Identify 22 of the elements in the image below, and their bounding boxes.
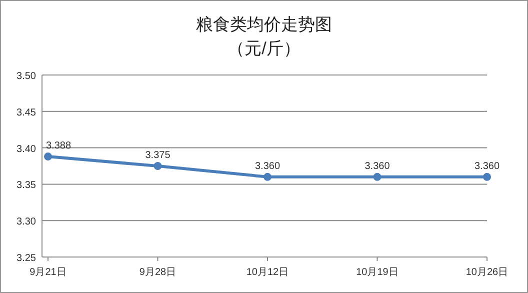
- chart-subtitle: （元/斤）: [228, 39, 300, 58]
- x-tick-label: 9月21日: [30, 267, 66, 278]
- x-tick-label: 9月28日: [139, 267, 176, 278]
- x-tick-label: 10月12日: [246, 267, 289, 278]
- point: [44, 152, 52, 161]
- y-tick-label: 3.50: [16, 71, 36, 82]
- chart-title: 粮食类均价走势图: [196, 15, 332, 34]
- point: [264, 172, 272, 181]
- y-tick-label: 3.30: [16, 216, 36, 228]
- y-tick-label: 3.40: [16, 144, 36, 155]
- y-tick-label: 3.45: [16, 107, 36, 118]
- data-label: 3.360: [474, 160, 500, 172]
- data-label: 3.360: [364, 160, 390, 172]
- y-tick-label: 3.35: [16, 180, 36, 192]
- x-tick-label: 10月19日: [356, 267, 398, 278]
- point: [483, 172, 491, 181]
- point: [373, 172, 382, 181]
- data-label: 3.360: [254, 160, 280, 172]
- point: [154, 162, 162, 170]
- data-label: 3.375: [145, 150, 171, 161]
- x-tick-label: 10月26日: [466, 267, 508, 278]
- y-tick-label: 3.25: [16, 253, 36, 264]
